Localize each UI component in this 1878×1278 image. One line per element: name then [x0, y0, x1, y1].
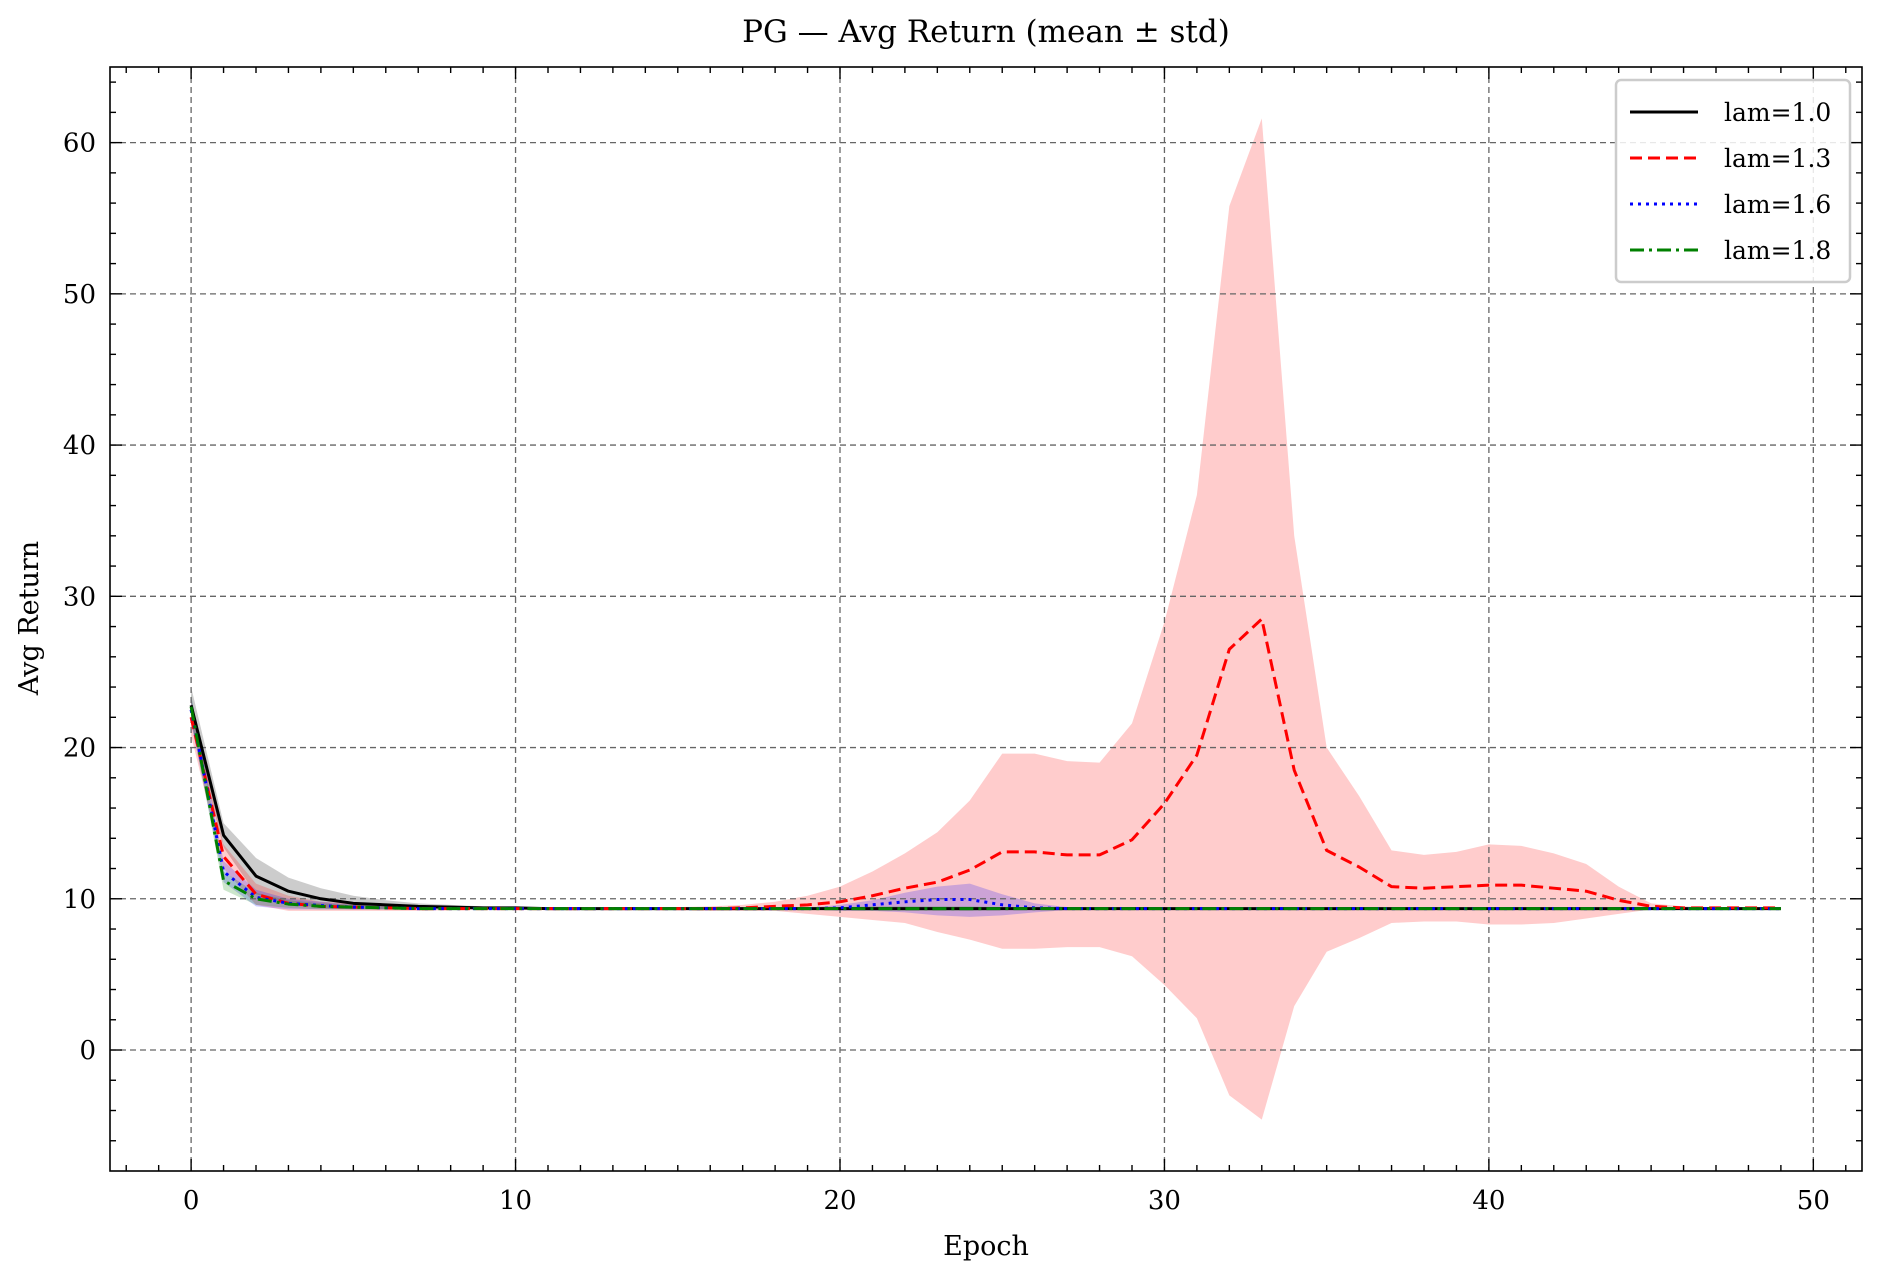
- legend-label: lam=1.0: [1724, 98, 1831, 127]
- chart-title: PG — Avg Return (mean ± std): [742, 14, 1230, 50]
- y-tick-label: 60: [63, 129, 96, 159]
- series-line-lam=1.6: [189, 709, 1781, 911]
- x-tick-label: 10: [499, 1186, 532, 1216]
- x-tick-label: 30: [1148, 1186, 1181, 1216]
- std-bands: [191, 118, 1781, 1120]
- y-tick-label: 0: [79, 1036, 96, 1066]
- axis-ticks: [110, 67, 1862, 1171]
- y-axis-label: Avg Return: [14, 541, 45, 696]
- tick-labels: 0 10 20 30 40 50 0 10 20 30 40 50 60: [63, 129, 1830, 1216]
- band-lam=1.3: [191, 118, 1781, 1120]
- y-tick-label: 50: [63, 280, 96, 310]
- legend-box: [1614, 78, 1852, 284]
- gridlines: [110, 67, 1862, 1171]
- series-lines: [189, 617, 1781, 911]
- x-tick-label: 50: [1797, 1186, 1830, 1216]
- x-tick-label: 0: [183, 1186, 200, 1216]
- x-tick-label: 40: [1472, 1186, 1505, 1216]
- y-tick-label: 40: [63, 431, 96, 461]
- legend-label: lam=1.3: [1724, 144, 1831, 173]
- series-line-lam=1.3: [189, 617, 1781, 911]
- legend-label: lam=1.6: [1724, 190, 1831, 219]
- y-tick-label: 30: [63, 582, 96, 612]
- y-tick-label: 20: [63, 734, 96, 764]
- x-tick-label: 20: [823, 1186, 856, 1216]
- legend: lam=1.0 lam=1.3 lam=1.6 lam=1.8: [1614, 78, 1852, 284]
- x-axis-label: Epoch: [943, 1231, 1029, 1262]
- plot-frame: [109, 66, 1863, 1172]
- series-line-lam=1.8: [189, 706, 1781, 911]
- legend-label: lam=1.8: [1724, 236, 1831, 265]
- y-tick-label: 10: [63, 885, 96, 915]
